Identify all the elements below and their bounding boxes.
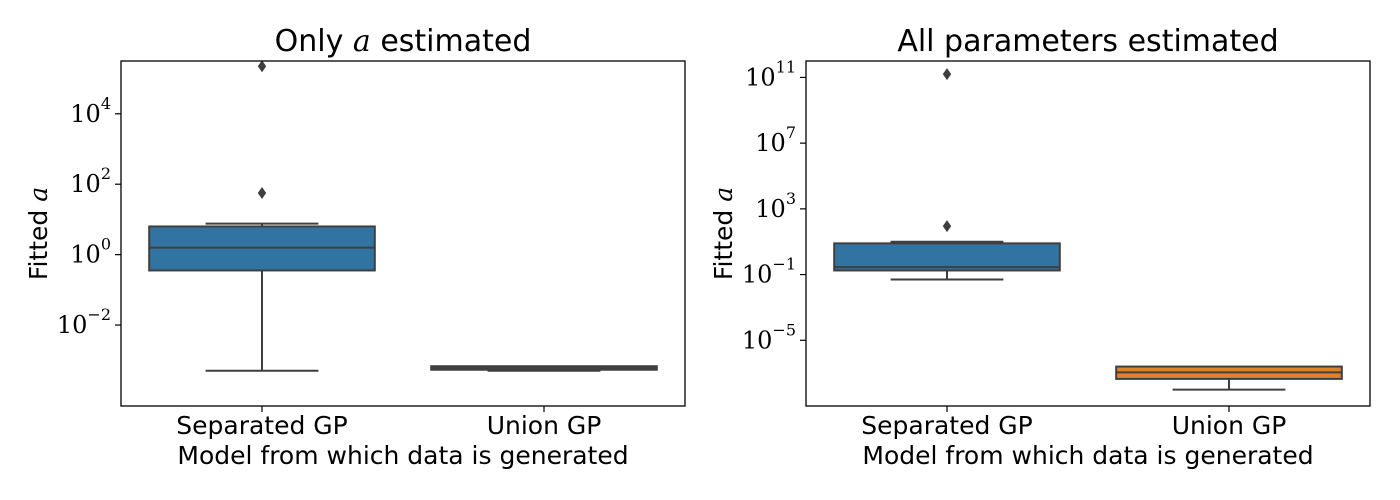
y-axis-label: Fitted a xyxy=(709,187,738,280)
y-tick-exponent: 7 xyxy=(786,123,796,142)
y-tick-exponent: −1 xyxy=(772,255,796,274)
chart-title-math: a xyxy=(353,24,371,59)
y-tick-exponent: −5 xyxy=(772,320,796,339)
chart-title-prefix: Only xyxy=(275,24,353,59)
y-tick-base: 10 xyxy=(742,261,773,289)
y-tick-label: 100 xyxy=(70,235,111,269)
x-tick-label: Separated GP xyxy=(176,411,347,440)
y-tick-label: 10−5 xyxy=(742,320,796,354)
outlier-point xyxy=(257,187,267,200)
box-1 xyxy=(833,68,1061,281)
x-tick-label: Union GP xyxy=(487,411,602,440)
chart-title: Only a estimated xyxy=(275,24,532,59)
y-tick-label: 102 xyxy=(70,164,111,198)
y-tick-base: 10 xyxy=(57,311,88,339)
plot-frame xyxy=(120,60,686,407)
outlier-point xyxy=(257,60,267,73)
plot-frame xyxy=(805,60,1371,407)
y-tick-base: 10 xyxy=(70,100,101,128)
y-tick-base: 10 xyxy=(745,63,776,91)
x-axis-label: Model from which data is generated xyxy=(177,441,628,470)
x-tick-label: Union GP xyxy=(1172,411,1287,440)
y-tick-label: 107 xyxy=(755,123,796,157)
y-tick-base: 10 xyxy=(755,195,786,223)
y-axis-label-math: a xyxy=(24,187,53,202)
y-axis-label-prefix: Fitted xyxy=(24,202,53,280)
y-axis-label-math: a xyxy=(709,187,738,202)
x-axis-label: Model from which data is generated xyxy=(862,441,1313,470)
chart-panel-2: All parameters estimated10−510−110310710… xyxy=(709,24,1371,470)
y-axis-label-prefix: Fitted xyxy=(709,202,738,280)
y-tick-exponent: 0 xyxy=(101,235,111,254)
x-tick-label: Separated GP xyxy=(861,411,1032,440)
box-2 xyxy=(430,365,658,372)
y-tick-label: 10−2 xyxy=(57,305,111,339)
y-tick-exponent: 3 xyxy=(786,189,796,208)
y-tick-exponent: 11 xyxy=(776,57,796,76)
y-tick-exponent: 2 xyxy=(101,164,111,183)
y-tick-base: 10 xyxy=(70,170,101,198)
y-tick-base: 10 xyxy=(742,326,773,354)
y-tick-label: 10−1 xyxy=(742,255,796,289)
y-tick-label: 103 xyxy=(755,189,796,223)
box-1 xyxy=(148,60,376,372)
y-tick-label: 104 xyxy=(70,94,111,128)
chart-title-prefix: All parameters estimated xyxy=(897,24,1278,59)
chart-title-suffix: estimated xyxy=(371,24,532,59)
y-tick-base: 10 xyxy=(70,241,101,269)
y-tick-exponent: −2 xyxy=(87,305,111,324)
y-tick-base: 10 xyxy=(755,129,786,157)
chart-title: All parameters estimated xyxy=(897,24,1278,59)
outlier-point xyxy=(942,220,952,233)
outlier-point xyxy=(942,68,952,81)
box-2 xyxy=(1115,365,1343,391)
y-tick-exponent: 4 xyxy=(101,94,111,113)
y-axis-label: Fitted a xyxy=(24,187,53,280)
y-tick-label: 1011 xyxy=(745,57,796,91)
box-iqr xyxy=(833,242,1061,272)
